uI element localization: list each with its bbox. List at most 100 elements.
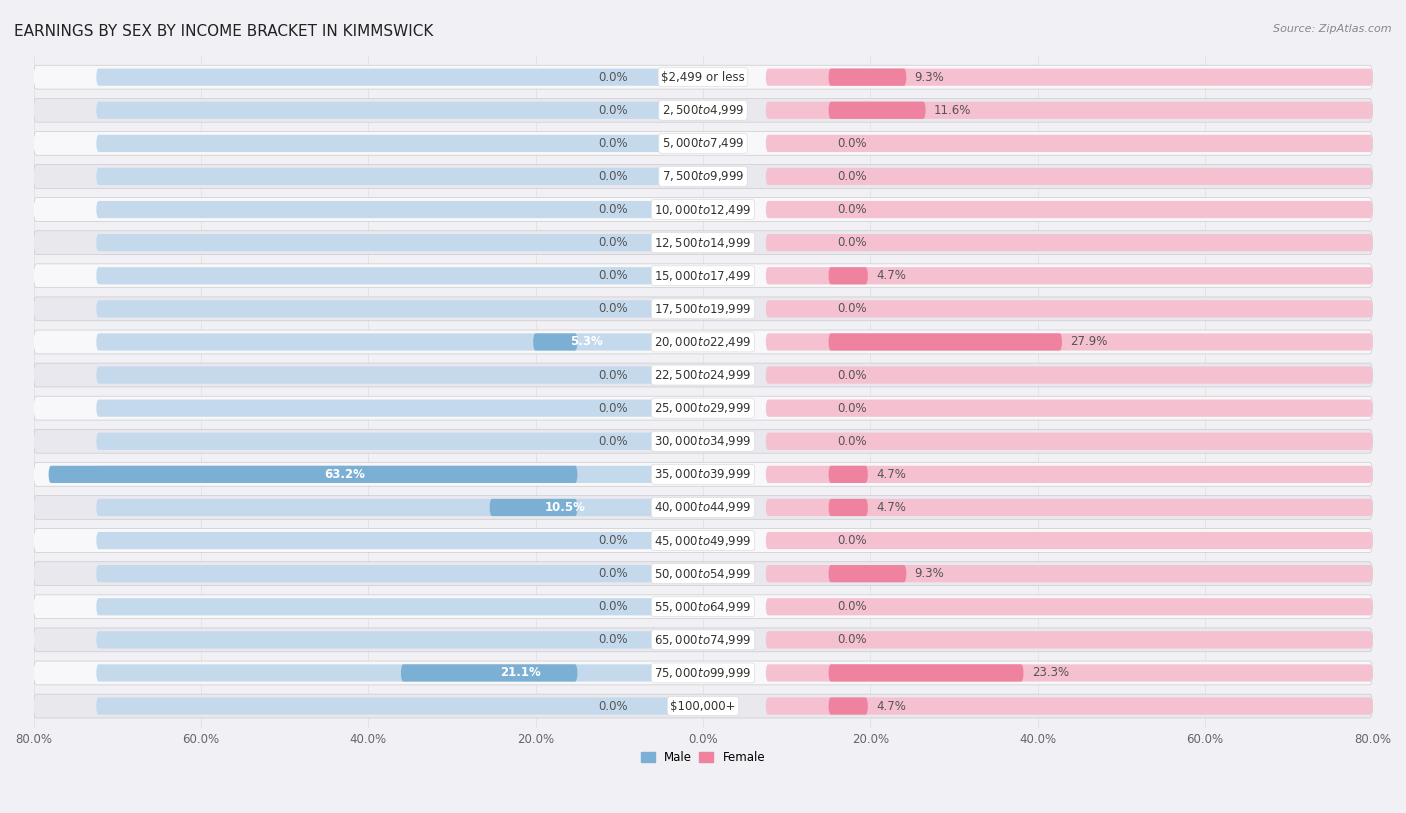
Text: 27.9%: 27.9% bbox=[1070, 336, 1108, 349]
FancyBboxPatch shape bbox=[96, 68, 703, 85]
FancyBboxPatch shape bbox=[766, 234, 1372, 251]
Text: 5.3%: 5.3% bbox=[571, 336, 603, 349]
FancyBboxPatch shape bbox=[34, 463, 1372, 486]
FancyBboxPatch shape bbox=[766, 433, 1372, 450]
Text: 23.3%: 23.3% bbox=[1032, 667, 1069, 680]
FancyBboxPatch shape bbox=[96, 598, 703, 615]
FancyBboxPatch shape bbox=[766, 300, 1372, 317]
Text: $75,000 to $99,999: $75,000 to $99,999 bbox=[654, 666, 752, 680]
Text: 0.0%: 0.0% bbox=[598, 104, 627, 117]
FancyBboxPatch shape bbox=[96, 664, 703, 681]
Text: $15,000 to $17,499: $15,000 to $17,499 bbox=[654, 269, 752, 283]
FancyBboxPatch shape bbox=[828, 333, 1062, 350]
Text: 9.3%: 9.3% bbox=[915, 567, 945, 580]
Text: 0.0%: 0.0% bbox=[598, 170, 627, 183]
Text: $7,500 to $9,999: $7,500 to $9,999 bbox=[662, 169, 744, 184]
FancyBboxPatch shape bbox=[96, 399, 703, 417]
FancyBboxPatch shape bbox=[766, 532, 1372, 549]
Text: 0.0%: 0.0% bbox=[598, 567, 627, 580]
FancyBboxPatch shape bbox=[828, 466, 868, 483]
Text: 10.5%: 10.5% bbox=[544, 501, 585, 514]
FancyBboxPatch shape bbox=[828, 499, 868, 516]
Text: $12,500 to $14,999: $12,500 to $14,999 bbox=[654, 236, 752, 250]
FancyBboxPatch shape bbox=[96, 631, 703, 649]
FancyBboxPatch shape bbox=[34, 363, 1372, 387]
FancyBboxPatch shape bbox=[96, 267, 703, 285]
FancyBboxPatch shape bbox=[489, 499, 578, 516]
FancyBboxPatch shape bbox=[766, 499, 1372, 516]
Text: 0.0%: 0.0% bbox=[837, 236, 866, 249]
Text: $17,500 to $19,999: $17,500 to $19,999 bbox=[654, 302, 752, 316]
FancyBboxPatch shape bbox=[766, 367, 1372, 384]
Text: 0.0%: 0.0% bbox=[837, 402, 866, 415]
Text: $55,000 to $64,999: $55,000 to $64,999 bbox=[654, 600, 752, 614]
FancyBboxPatch shape bbox=[766, 598, 1372, 615]
FancyBboxPatch shape bbox=[34, 628, 1372, 652]
FancyBboxPatch shape bbox=[828, 267, 868, 285]
Text: 0.0%: 0.0% bbox=[598, 699, 627, 712]
FancyBboxPatch shape bbox=[96, 499, 703, 516]
Text: 0.0%: 0.0% bbox=[598, 633, 627, 646]
Text: 0.0%: 0.0% bbox=[837, 600, 866, 613]
FancyBboxPatch shape bbox=[34, 98, 1372, 122]
FancyBboxPatch shape bbox=[96, 698, 703, 715]
FancyBboxPatch shape bbox=[828, 102, 925, 119]
Text: $50,000 to $54,999: $50,000 to $54,999 bbox=[654, 567, 752, 580]
FancyBboxPatch shape bbox=[49, 466, 578, 483]
FancyBboxPatch shape bbox=[766, 565, 1372, 582]
FancyBboxPatch shape bbox=[766, 333, 1372, 350]
FancyBboxPatch shape bbox=[533, 333, 578, 350]
Text: 0.0%: 0.0% bbox=[598, 236, 627, 249]
FancyBboxPatch shape bbox=[34, 595, 1372, 619]
FancyBboxPatch shape bbox=[96, 367, 703, 384]
Text: 0.0%: 0.0% bbox=[837, 435, 866, 448]
Text: 0.0%: 0.0% bbox=[837, 170, 866, 183]
FancyBboxPatch shape bbox=[34, 496, 1372, 520]
Text: 4.7%: 4.7% bbox=[876, 501, 905, 514]
Text: Source: ZipAtlas.com: Source: ZipAtlas.com bbox=[1274, 24, 1392, 34]
FancyBboxPatch shape bbox=[828, 698, 868, 715]
Text: 11.6%: 11.6% bbox=[934, 104, 972, 117]
Text: 0.0%: 0.0% bbox=[837, 203, 866, 216]
Text: $5,000 to $7,499: $5,000 to $7,499 bbox=[662, 137, 744, 150]
Text: 4.7%: 4.7% bbox=[876, 467, 905, 480]
FancyBboxPatch shape bbox=[34, 330, 1372, 354]
Text: 0.0%: 0.0% bbox=[837, 302, 866, 315]
FancyBboxPatch shape bbox=[34, 65, 1372, 89]
Text: $100,000+: $100,000+ bbox=[671, 699, 735, 712]
FancyBboxPatch shape bbox=[34, 429, 1372, 453]
FancyBboxPatch shape bbox=[401, 664, 578, 681]
Text: $2,499 or less: $2,499 or less bbox=[661, 71, 745, 84]
Text: 4.7%: 4.7% bbox=[876, 699, 905, 712]
FancyBboxPatch shape bbox=[766, 466, 1372, 483]
Text: 9.3%: 9.3% bbox=[915, 71, 945, 84]
FancyBboxPatch shape bbox=[96, 234, 703, 251]
FancyBboxPatch shape bbox=[96, 532, 703, 549]
FancyBboxPatch shape bbox=[766, 201, 1372, 218]
FancyBboxPatch shape bbox=[766, 698, 1372, 715]
Text: 0.0%: 0.0% bbox=[598, 534, 627, 547]
Text: 0.0%: 0.0% bbox=[598, 600, 627, 613]
FancyBboxPatch shape bbox=[766, 267, 1372, 285]
FancyBboxPatch shape bbox=[96, 201, 703, 218]
Text: 0.0%: 0.0% bbox=[837, 633, 866, 646]
Text: 0.0%: 0.0% bbox=[598, 137, 627, 150]
Text: 63.2%: 63.2% bbox=[323, 467, 364, 480]
Text: 0.0%: 0.0% bbox=[598, 71, 627, 84]
FancyBboxPatch shape bbox=[96, 102, 703, 119]
Text: $2,500 to $4,999: $2,500 to $4,999 bbox=[662, 103, 744, 117]
Text: $40,000 to $44,999: $40,000 to $44,999 bbox=[654, 501, 752, 515]
Text: EARNINGS BY SEX BY INCOME BRACKET IN KIMMSWICK: EARNINGS BY SEX BY INCOME BRACKET IN KIM… bbox=[14, 24, 433, 39]
FancyBboxPatch shape bbox=[96, 433, 703, 450]
FancyBboxPatch shape bbox=[34, 297, 1372, 321]
FancyBboxPatch shape bbox=[34, 198, 1372, 221]
Text: $65,000 to $74,999: $65,000 to $74,999 bbox=[654, 633, 752, 647]
FancyBboxPatch shape bbox=[34, 264, 1372, 288]
Text: $45,000 to $49,999: $45,000 to $49,999 bbox=[654, 533, 752, 547]
FancyBboxPatch shape bbox=[766, 664, 1372, 681]
FancyBboxPatch shape bbox=[34, 528, 1372, 553]
Text: $22,500 to $24,999: $22,500 to $24,999 bbox=[654, 368, 752, 382]
Text: 0.0%: 0.0% bbox=[837, 534, 866, 547]
Text: 21.1%: 21.1% bbox=[501, 667, 541, 680]
Text: 0.0%: 0.0% bbox=[598, 269, 627, 282]
